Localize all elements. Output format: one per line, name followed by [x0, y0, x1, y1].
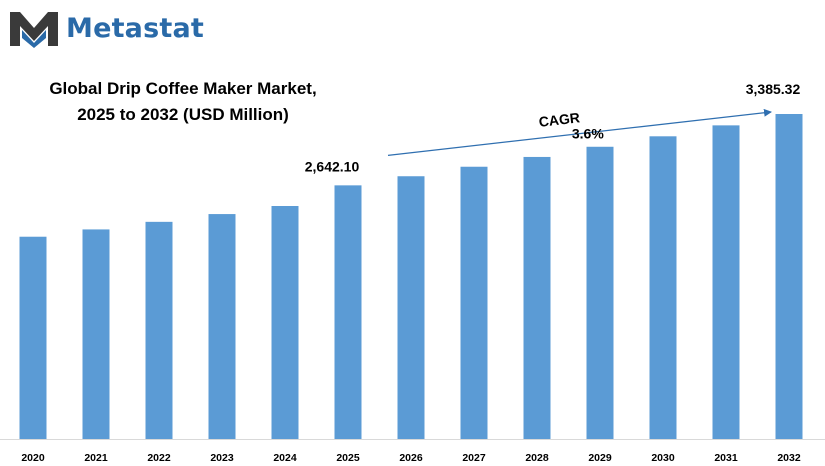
x-tick-label-2028: 2028	[525, 452, 549, 464]
cagr-label: CAGR	[538, 109, 581, 130]
bar-2028	[523, 156, 551, 439]
x-tick-label-2024: 2024	[273, 452, 297, 464]
x-tick-label-2027: 2027	[462, 452, 486, 464]
x-tick-label-2031: 2031	[714, 452, 738, 464]
bar-2021	[82, 229, 110, 439]
bar-2029	[586, 146, 614, 440]
bar-2031	[712, 125, 740, 440]
brand-name: Metastat	[66, 12, 205, 44]
bar-2022	[145, 221, 173, 439]
chart-title: Global Drip Coffee Maker Market, 2025 to…	[18, 76, 348, 128]
x-tick-label-2030: 2030	[651, 452, 675, 464]
bar-2027	[460, 166, 488, 440]
data-label-2032: 3,385.32	[746, 81, 801, 97]
x-tick-label-2022: 2022	[147, 452, 171, 464]
metastat-logo-icon	[10, 12, 58, 48]
x-tick-label-2023: 2023	[210, 452, 234, 464]
x-tick-label-2026: 2026	[399, 452, 423, 464]
bar-2023	[208, 214, 236, 439]
bar-2025	[334, 185, 362, 439]
bar-2032	[775, 114, 803, 439]
cagr-value: 3.6%	[572, 126, 604, 142]
chart-title-line-2: 2025 to 2032 (USD Million)	[77, 105, 289, 124]
x-tick-label-2021: 2021	[84, 452, 108, 464]
x-tick-label-2032: 2032	[777, 452, 801, 464]
bar-2020	[19, 236, 47, 439]
x-tick-label-2029: 2029	[588, 452, 612, 464]
bar-2024	[271, 206, 299, 439]
bar-2026	[397, 176, 425, 440]
x-tick-label-2020: 2020	[21, 452, 45, 464]
bar-2030	[649, 136, 677, 440]
cagr-arrow	[387, 108, 772, 156]
brand-logo: Metastat	[8, 8, 204, 48]
x-tick-label-2025: 2025	[336, 452, 360, 464]
chart-title-line-1: Global Drip Coffee Maker Market,	[49, 79, 317, 98]
data-label-2025: 2,642.10	[305, 158, 360, 174]
